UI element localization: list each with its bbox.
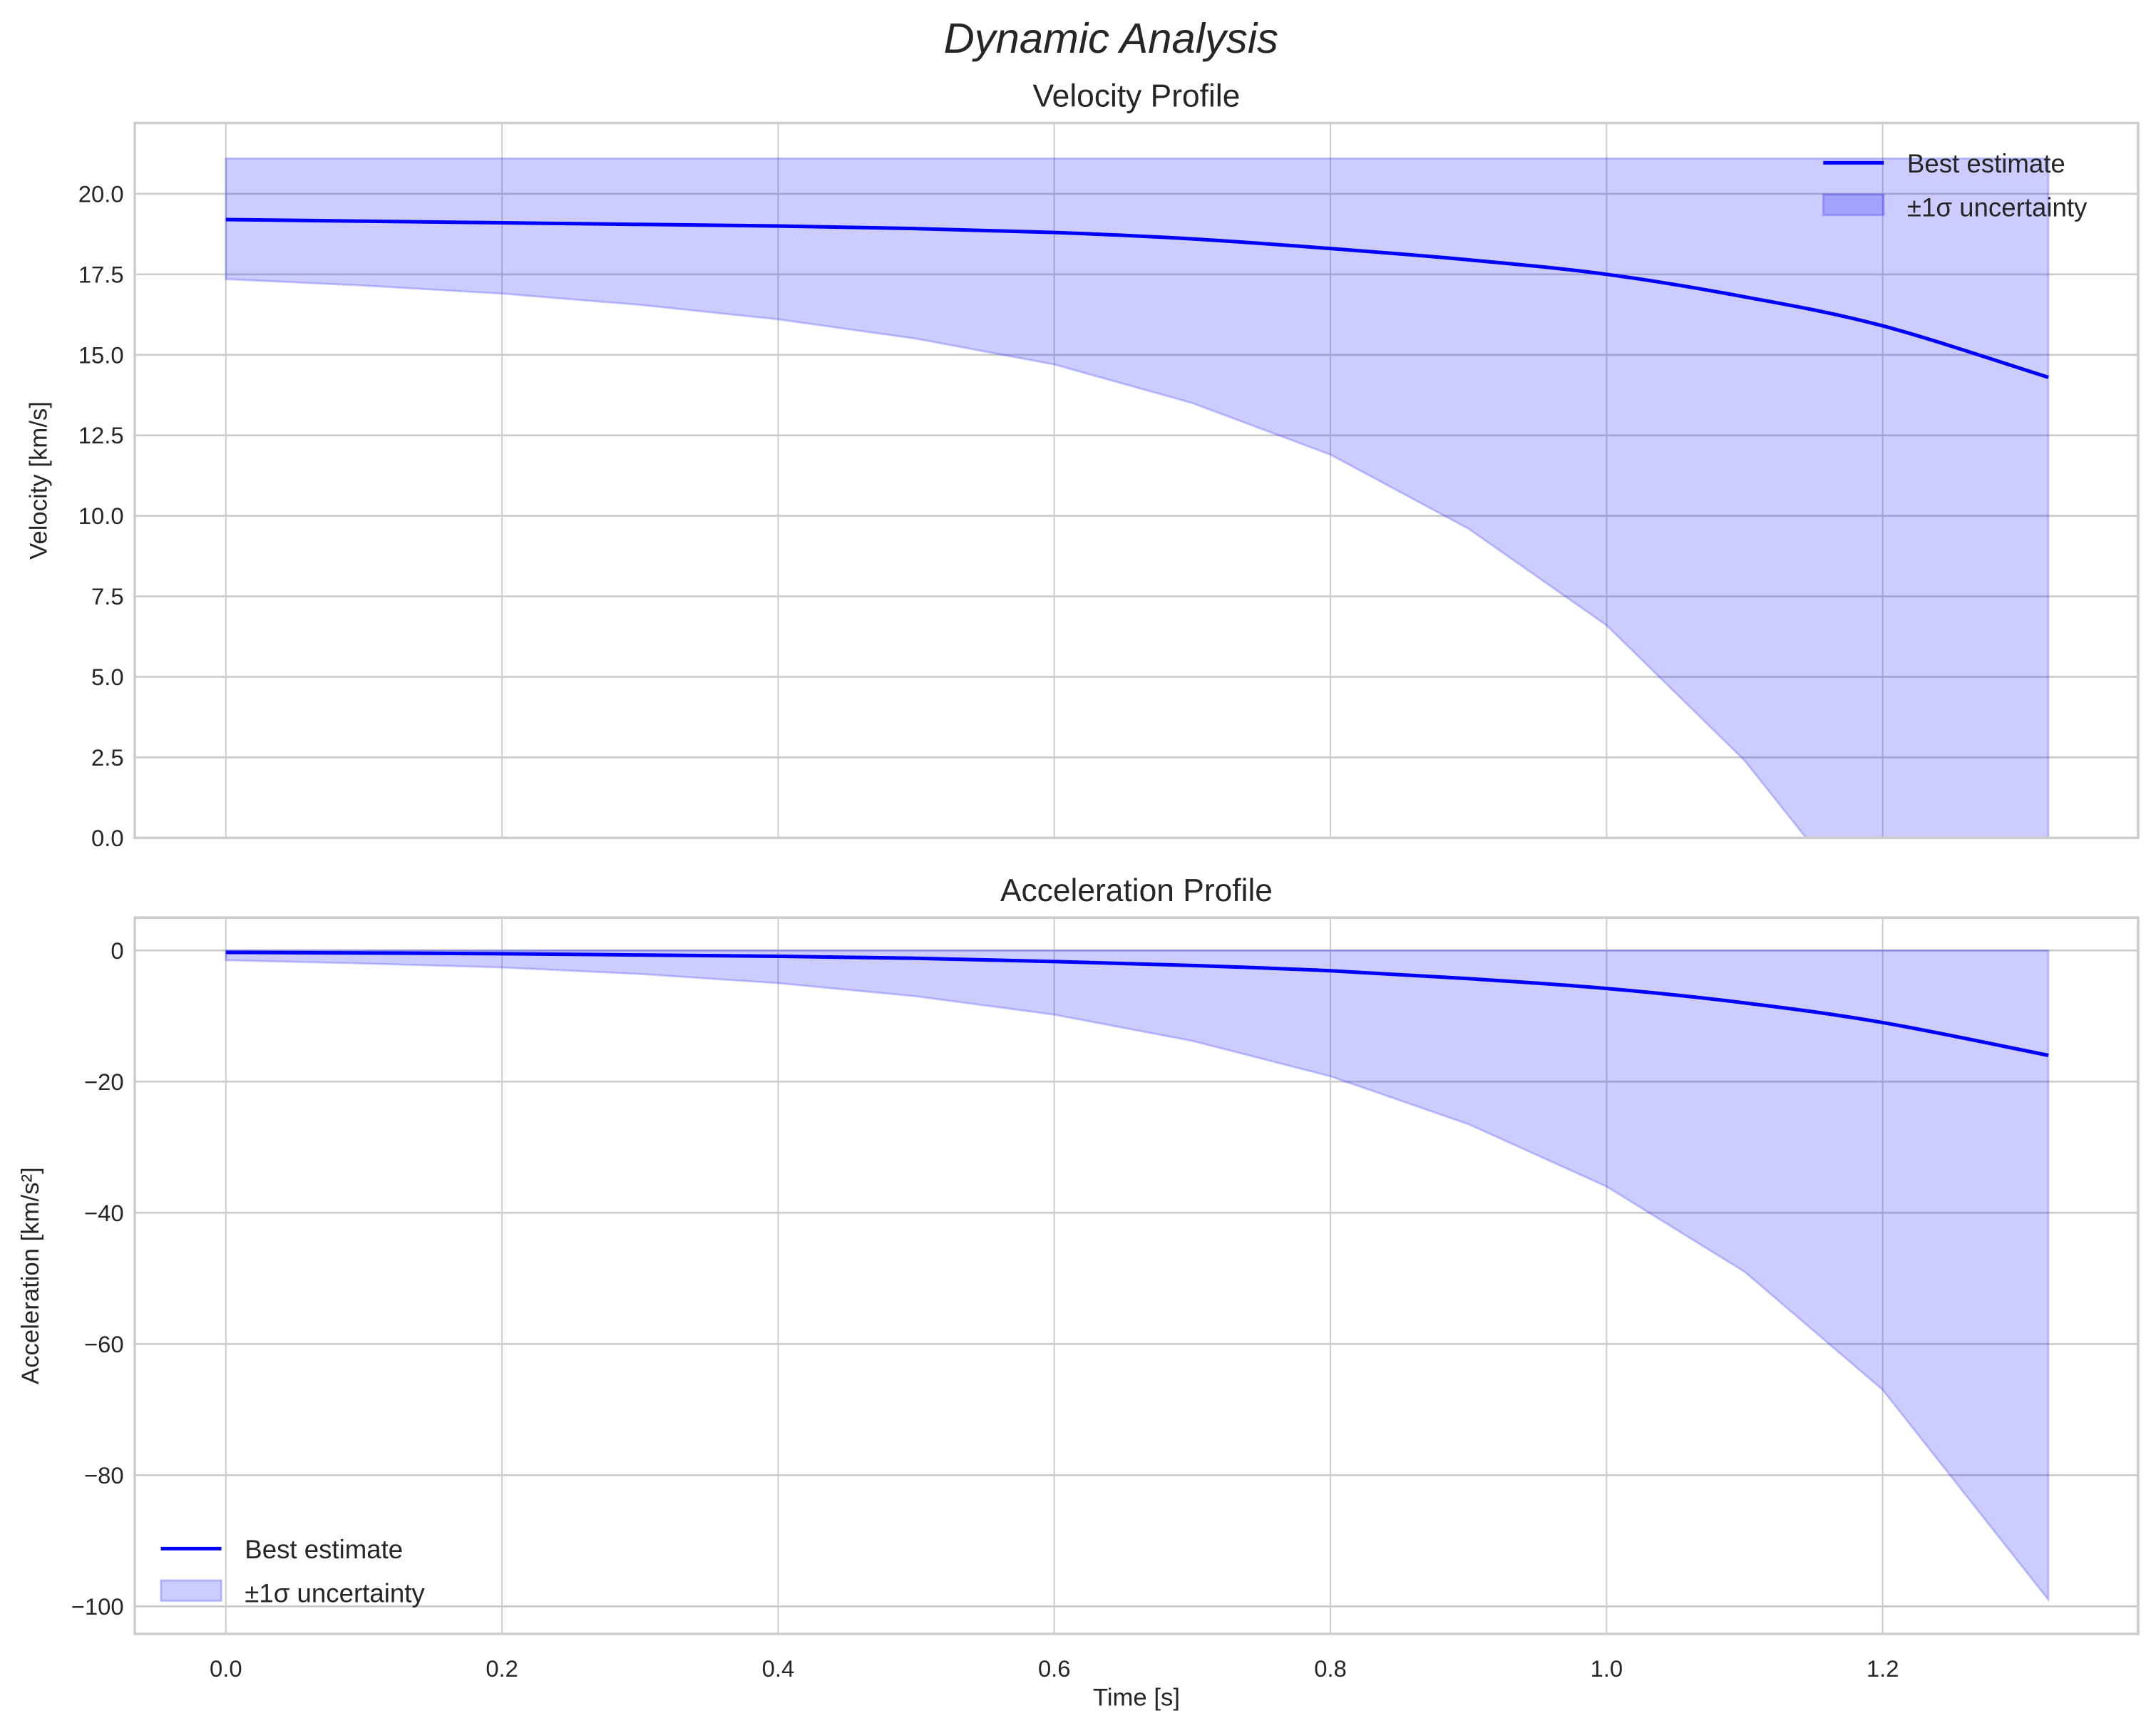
best-estimate-line [225,950,2049,1057]
axes-title: Velocity Profile [1033,78,1241,113]
y-tick-label: 20.0 [78,180,124,207]
x-tick-label: 1.2 [1867,1655,1899,1682]
y-tick-label: 5.0 [91,664,124,690]
y-tick-label: 2.5 [91,744,124,771]
y-tick-label: 0 [111,937,123,964]
x-tick-label: 0.4 [762,1655,795,1682]
legend-label-best: Best estimate [245,1535,403,1564]
axes-frame [133,121,2140,840]
legend-label-band: ±1σ uncertainty [1907,193,2088,222]
y-tick-label: −60 [84,1331,124,1357]
y-tick-label: −40 [84,1200,124,1226]
figure-title: Dynamic Analysis [944,14,1278,62]
x-tick-label: 0.8 [1314,1655,1347,1682]
x-tick-label: 0.0 [210,1655,242,1682]
axes-title: Acceleration Profile [1000,873,1273,908]
y-axis-label: Velocity [km/s] [26,401,53,560]
x-tick-label: 0.2 [486,1655,518,1682]
legend: Best estimate ±1σ uncertainty [1822,149,2088,222]
legend: Best estimate ±1σ uncertainty [160,1535,425,1608]
velocity-axes: Velocity Profile 0.0 2.5 5.0 7.5 10.0 12.5 15.0… [26,78,2140,851]
legend-label-best: Best estimate [1907,149,2065,178]
y-tick-label: 15.0 [78,341,124,368]
legend-label-band: ±1σ uncertainty [245,1579,425,1608]
uncertainty-band [225,949,2050,1603]
y-tick-label: 0.0 [91,825,124,851]
y-tick-label: −80 [84,1462,124,1488]
y-tick-label: −100 [71,1593,124,1620]
best-estimate-line [225,217,2049,379]
uncertainty-band [225,157,2050,838]
y-tick-label: 7.5 [91,583,124,610]
x-tick-label: 0.6 [1038,1655,1071,1682]
y-axis-label: Acceleration [km/s²] [17,1167,44,1384]
y-tick-label: 10.0 [78,503,124,529]
acceleration-axes: Acceleration Profile 0.0 0.2 0.4 0.6 0.8 1.0 1.… [17,873,2140,1711]
y-tick-label: 17.5 [78,261,124,287]
legend-band-swatch [160,1579,222,1603]
y-tick-label: 12.5 [78,422,124,448]
y-tick-label: −20 [84,1069,124,1095]
x-axis-label: Time [s] [1093,1684,1180,1711]
legend-band-swatch [1822,193,1885,217]
axes-frame [133,916,2140,1635]
x-tick-label: 1.0 [1591,1655,1623,1682]
